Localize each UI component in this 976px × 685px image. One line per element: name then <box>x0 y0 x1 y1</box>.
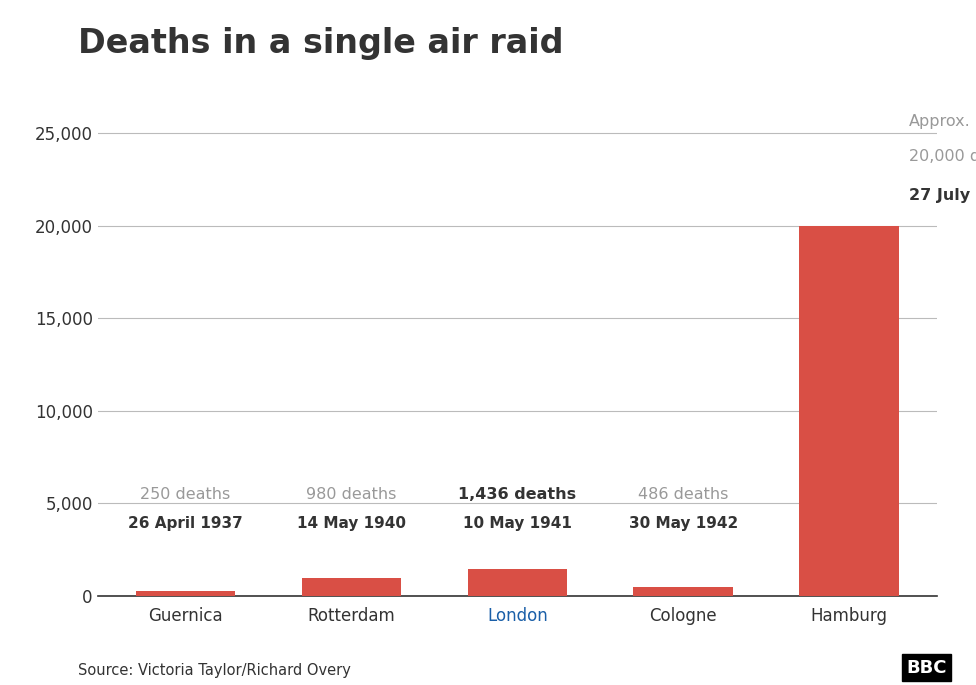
Bar <box>136 591 235 596</box>
Text: Source: Victoria Taylor/Richard Overy: Source: Victoria Taylor/Richard Overy <box>78 663 351 678</box>
Text: BBC: BBC <box>907 659 947 677</box>
Text: 30 May 1942: 30 May 1942 <box>629 516 738 531</box>
Text: 26 April 1937: 26 April 1937 <box>128 516 243 531</box>
Text: Approx.: Approx. <box>909 114 970 129</box>
Text: 980 deaths: 980 deaths <box>306 488 396 502</box>
Bar <box>302 578 401 596</box>
Bar <box>799 225 899 596</box>
Bar <box>633 587 733 596</box>
Text: 20,000 deaths: 20,000 deaths <box>909 149 976 164</box>
Text: 27 July 1943: 27 July 1943 <box>909 188 976 203</box>
Text: Deaths in a single air raid: Deaths in a single air raid <box>78 27 563 60</box>
Text: 10 May 1941: 10 May 1941 <box>463 516 572 531</box>
Text: 1,436 deaths: 1,436 deaths <box>458 488 577 502</box>
Text: 14 May 1940: 14 May 1940 <box>297 516 406 531</box>
Bar <box>468 569 567 596</box>
Text: 250 deaths: 250 deaths <box>141 488 230 502</box>
Text: 486 deaths: 486 deaths <box>638 488 728 502</box>
